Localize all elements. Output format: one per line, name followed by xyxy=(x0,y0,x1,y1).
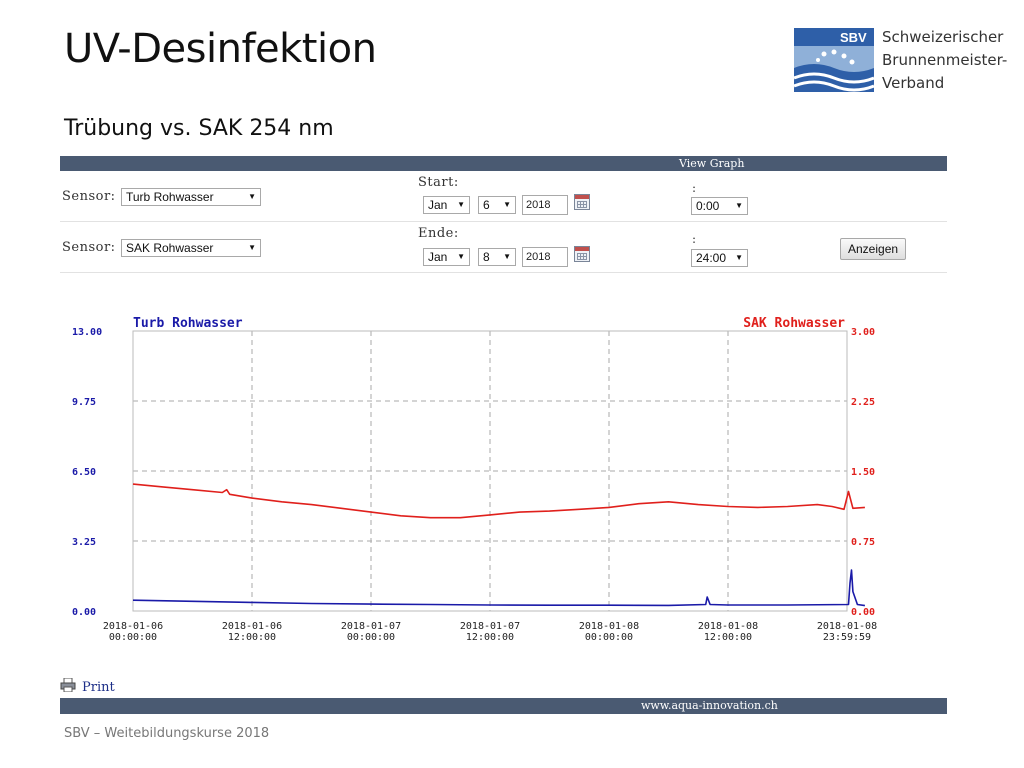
y-left-tick-label: 13.00 xyxy=(72,327,102,338)
turbidity-sak-chart: 13.00 3.00 9.75 2.25 6.50 1.50 3.25 0.75 0.00 0.0… xyxy=(72,316,877,643)
end-year-input[interactable]: 2018 xyxy=(522,247,568,267)
dropdown-arrow-icon: ▼ xyxy=(735,201,743,210)
sensor-select-2[interactable]: SAK Rohwasser ▼ xyxy=(121,239,261,257)
end-label: Ende: xyxy=(418,226,459,241)
start-year-input[interactable]: 2018 xyxy=(522,195,568,215)
x-tick-label-date: 2018-01-07 xyxy=(460,621,520,632)
y-right-tick-label: 0.75 xyxy=(851,537,875,548)
end-day-value: 8 xyxy=(483,250,490,264)
logo-line-1: Schweizerischer xyxy=(882,28,1004,46)
printer-icon xyxy=(60,678,76,692)
y-left-tick-label: 3.25 xyxy=(72,537,96,548)
start-day-value: 6 xyxy=(483,198,490,212)
dropdown-arrow-icon: ▼ xyxy=(248,243,256,252)
y-left-tick-label: 0.00 xyxy=(72,607,96,618)
x-tick-label-date: 2018-01-08 xyxy=(698,621,758,632)
x-tick-label-time: 00:00:00 xyxy=(109,632,157,643)
chart-series xyxy=(132,483,866,607)
start-day-select[interactable]: 6 ▼ xyxy=(478,196,516,214)
x-tick-label-time: 00:00:00 xyxy=(347,632,395,643)
end-month-select[interactable]: Jan ▼ xyxy=(423,248,470,266)
y-right-tick-label: 3.00 xyxy=(851,327,875,338)
slide-footer: SBV – Weitebildungskurse 2018 xyxy=(64,726,270,741)
sensor-label-1: Sensor: xyxy=(62,189,116,204)
x-tick-label-time: 12:00:00 xyxy=(466,632,514,643)
end-day-select[interactable]: 8 ▼ xyxy=(478,248,516,266)
end-controls-row: Sensor: SAK Rohwasser ▼ Ende: Jan ▼ 8 ▼ … xyxy=(60,223,947,273)
sensor-select-1[interactable]: Turb Rohwasser ▼ xyxy=(121,188,261,206)
sbv-logo-mark-text: SBV xyxy=(840,30,867,45)
series-line-turb-rohwasser xyxy=(132,569,866,607)
start-time-select[interactable]: 0:00 ▼ xyxy=(691,197,748,215)
end-month-value: Jan xyxy=(428,250,448,264)
left-axis-label: Turb Rohwasser xyxy=(133,316,243,331)
sensor-label-2: Sensor: xyxy=(62,240,116,255)
start-time-label: : xyxy=(692,181,697,195)
graph-panel: View Graph Sensor: Turb Rohwasser ▼ Star… xyxy=(60,156,947,273)
y-right-tick-label: 0.00 xyxy=(851,607,875,618)
x-tick-label-time: 00:00:00 xyxy=(585,632,633,643)
print-label: Print xyxy=(82,680,115,695)
x-tick-label-date: 2018-01-06 xyxy=(103,621,163,632)
panel-footer-bar: www.aqua-innovation.ch xyxy=(60,698,947,714)
start-controls-row: Sensor: Turb Rohwasser ▼ Start: Jan ▼ 6 … xyxy=(60,172,947,222)
dropdown-arrow-icon: ▼ xyxy=(735,253,743,262)
x-tick-label-date: 2018-01-08 xyxy=(817,621,877,632)
slide-title: UV-Desinfektion xyxy=(64,26,377,72)
end-time-select[interactable]: 24:00 ▼ xyxy=(691,249,748,267)
sensor-select-2-value: SAK Rohwasser xyxy=(126,241,214,255)
start-month-select[interactable]: Jan ▼ xyxy=(423,196,470,214)
end-time-value: 24:00 xyxy=(696,251,727,265)
start-time-value: 0:00 xyxy=(696,199,720,213)
plot-area xyxy=(132,330,848,612)
end-time-label: : xyxy=(692,232,697,246)
calendar-icon[interactable] xyxy=(574,246,590,262)
logo-line-2: Brunnenmeister- xyxy=(882,51,1008,69)
y-right-tick-label: 1.50 xyxy=(851,467,875,478)
x-tick-label-time: 12:00:00 xyxy=(704,632,752,643)
slide-subtitle: Trübung vs. SAK 254 nm xyxy=(64,116,334,141)
right-axis-label: SAK Rohwasser xyxy=(743,316,845,331)
y-right-tick-label: 2.25 xyxy=(851,397,875,408)
x-tick-label-time: 12:00:00 xyxy=(228,632,276,643)
dropdown-arrow-icon: ▼ xyxy=(248,192,256,201)
x-tick-label-date: 2018-01-08 xyxy=(579,621,639,632)
sbv-logo: SBV Schweizerischer Brunnenmeister- Verb… xyxy=(794,26,1007,96)
chart-grid xyxy=(133,331,847,611)
sensor-select-1-value: Turb Rohwasser xyxy=(126,190,214,204)
calendar-icon[interactable] xyxy=(574,194,590,210)
x-tick-label-date: 2018-01-07 xyxy=(341,621,401,632)
series-line-sak-rohwasser xyxy=(132,483,865,519)
sbv-logo-text: Schweizerischer Brunnenmeister- Verband xyxy=(882,26,1007,95)
dropdown-arrow-icon: ▼ xyxy=(503,200,511,209)
start-month-value: Jan xyxy=(428,198,448,212)
footer-url: www.aqua-innovation.ch xyxy=(641,699,778,712)
panel-header: View Graph xyxy=(60,156,947,171)
y-left-tick-label: 9.75 xyxy=(72,397,96,408)
x-tick-label-date: 2018-01-06 xyxy=(222,621,282,632)
dropdown-arrow-icon: ▼ xyxy=(503,252,511,261)
sbv-logo-mark: SBV xyxy=(794,28,874,92)
dropdown-arrow-icon: ▼ xyxy=(457,200,465,209)
start-label: Start: xyxy=(418,175,459,190)
chart-labels: 13.00 3.00 9.75 2.25 6.50 1.50 3.25 0.75 0.00 0.0… xyxy=(72,316,877,643)
y-left-tick-label: 6.50 xyxy=(72,467,96,478)
logo-line-3: Verband xyxy=(882,74,945,92)
anzeigen-button[interactable]: Anzeigen xyxy=(840,238,907,260)
dropdown-arrow-icon: ▼ xyxy=(457,252,465,261)
x-tick-label-time: 23:59:59 xyxy=(823,632,871,643)
